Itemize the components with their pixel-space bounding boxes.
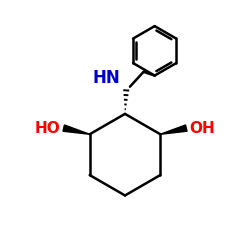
Polygon shape — [160, 125, 187, 134]
Text: HN: HN — [92, 70, 120, 87]
Polygon shape — [63, 125, 90, 134]
Text: OH: OH — [189, 120, 215, 136]
Text: HO: HO — [35, 120, 61, 136]
